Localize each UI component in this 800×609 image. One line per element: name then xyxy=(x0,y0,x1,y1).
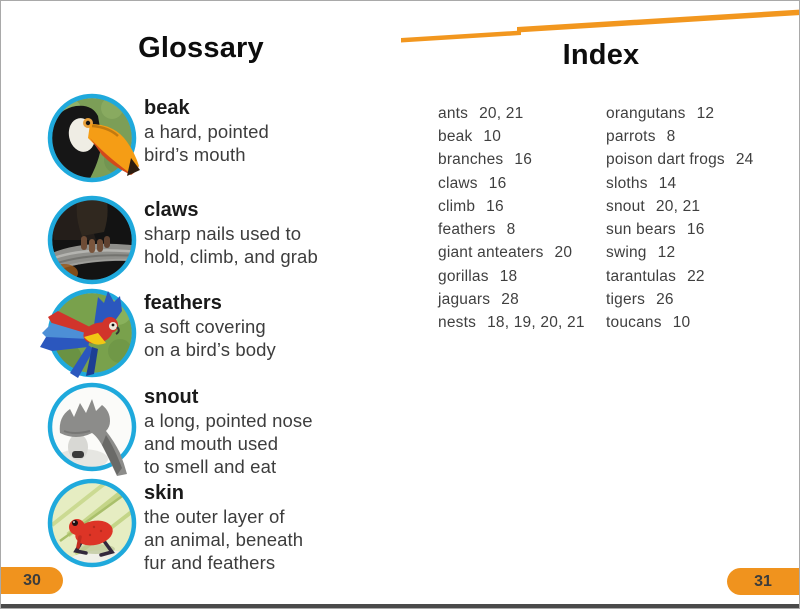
index-entry: giant anteaters 20 xyxy=(438,244,573,262)
glossary-definition: the outer layer of an animal, beneath fu… xyxy=(144,506,304,573)
index-entry: claws 16 xyxy=(438,174,507,192)
index-entry: beak 10 xyxy=(438,127,502,145)
glossary-term: beak xyxy=(144,97,190,119)
glossary-term: snout xyxy=(144,386,199,408)
index-entry: jaguars 28 xyxy=(438,291,519,309)
toucan-photo xyxy=(47,93,140,183)
index-entry: sloths 14 xyxy=(606,174,677,192)
poison-dart-frog-photo xyxy=(47,478,137,568)
glossary-entry-feathers: feathers a soft covering on a bird’s bod… xyxy=(40,288,384,378)
index-entry: poison dart frogs 24 xyxy=(606,151,754,169)
index-entry: orangutans 12 xyxy=(606,104,715,122)
index-entry: gorillas 18 xyxy=(438,267,518,285)
glossary-definition: sharp nails used to hold, climb, and gra… xyxy=(144,223,318,267)
index-entry: branches 16 xyxy=(438,151,533,169)
glossary-entry-snout: snout a long, pointed nose and mouth use… xyxy=(47,382,384,478)
index-entry: tarantulas 22 xyxy=(606,267,705,285)
glossary-term: claws xyxy=(144,199,199,221)
index-page: Index ants 20, 21 beak 10 branches 16 claws… xyxy=(401,1,799,606)
index-entry: sun bears 16 xyxy=(606,221,705,239)
index-entry: feathers 8 xyxy=(438,221,516,239)
orange-swoosh xyxy=(401,9,799,43)
glossary-entry-claws: claws sharp nails used to hold, climb, a… xyxy=(47,195,384,285)
glossary-entry-skin: skin the outer layer of an animal, benea… xyxy=(47,478,384,574)
index-entry: parrots 8 xyxy=(606,127,676,145)
glossary-title: Glossary xyxy=(138,32,264,64)
primate-hand-photo xyxy=(47,195,137,285)
glossary-term: feathers xyxy=(144,292,222,314)
index-entry: snout 20, 21 xyxy=(606,197,701,215)
glossary-term: skin xyxy=(144,482,185,504)
glossary-definition: a hard, pointed bird’s mouth xyxy=(144,121,269,165)
index-title: Index xyxy=(562,39,640,71)
page-number-badge-30: 30 xyxy=(1,567,63,594)
macaw-photo xyxy=(40,288,137,378)
glossary-definition: a soft covering on a bird’s body xyxy=(144,316,276,360)
glossary-definition: a long, pointed nose and mouth used to s… xyxy=(144,410,313,477)
index-entry: nests 18, 19, 20, 21 xyxy=(438,314,585,332)
index-entry: swing 12 xyxy=(606,244,676,262)
index-entry: ants 20, 21 xyxy=(438,104,524,122)
anteater-photo xyxy=(47,382,137,476)
glossary-page: Glossary xyxy=(1,1,401,606)
index-column-right: orangutans 12 parrots 8 poison dart frogs 2… xyxy=(606,102,754,335)
page-bottom-edge xyxy=(1,604,799,608)
index-column-left: ants 20, 21 beak 10 branches 16 claws 16 cli… xyxy=(438,102,585,335)
index-entry: toucans 10 xyxy=(606,314,691,332)
index-entry: tigers 26 xyxy=(606,291,674,309)
page-number-badge-31: 31 xyxy=(727,568,799,595)
index-entry: climb 16 xyxy=(438,197,504,215)
glossary-entry-beak: beak a hard, pointed bird’s mouth xyxy=(47,93,384,183)
